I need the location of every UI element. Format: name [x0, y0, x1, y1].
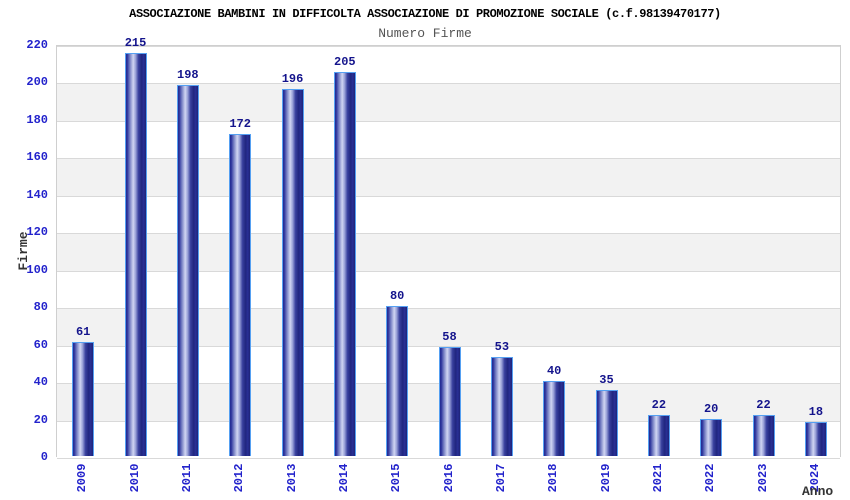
bar-2023	[752, 414, 775, 456]
gridline	[57, 458, 840, 459]
gridline	[57, 345, 840, 347]
x-tick-label: 2010	[127, 463, 142, 493]
x-axis-title: Anno	[802, 484, 834, 499]
bar-2016	[438, 347, 461, 456]
plot-area: 61 215 198 172 196 205 80 58 53 40 35 22 20 22 18	[56, 36, 841, 459]
bar-value-label: 22	[756, 397, 771, 412]
bar-value-label: 18	[808, 405, 824, 420]
y-tick-label: 140	[26, 187, 48, 202]
gridline	[57, 308, 840, 310]
bar-value-label: 40	[546, 364, 562, 379]
bar-2012	[229, 133, 252, 456]
gridline	[57, 270, 840, 272]
gridline	[57, 233, 840, 235]
plot-band	[57, 120, 840, 159]
bar-2017	[490, 356, 513, 456]
bar-value-label: 172	[229, 116, 251, 131]
bar-2014	[333, 72, 356, 456]
y-tick-label: 120	[26, 225, 48, 240]
y-tick-label: 80	[33, 300, 48, 315]
bar-value-label: 35	[599, 373, 614, 388]
gridline	[57, 120, 840, 122]
bar-value-label: 215	[124, 36, 147, 51]
plot-band	[57, 233, 840, 271]
bar-2010	[124, 53, 147, 456]
x-tick-label: 2021	[650, 463, 665, 493]
bar-value-label: 53	[494, 339, 510, 354]
bar-value-label: 22	[651, 397, 667, 412]
plot-band	[57, 158, 840, 196]
y-tick-label: 60	[33, 337, 48, 352]
x-tick-label: 2014	[336, 463, 351, 493]
x-tick-label: 2023	[755, 463, 770, 493]
gridline	[57, 83, 840, 85]
x-tick-label: 2012	[232, 463, 247, 493]
gridline	[57, 158, 840, 160]
x-tick-label: 2016	[441, 463, 456, 493]
bar-2009	[72, 341, 95, 456]
x-tick-label: 2022	[703, 463, 718, 493]
bar-2022	[700, 418, 723, 456]
bar-value-label: 20	[703, 401, 719, 416]
gridline	[57, 195, 840, 197]
y-tick-label: 180	[26, 112, 48, 127]
bar-2021	[647, 414, 670, 456]
bar-value-label: 80	[389, 289, 405, 304]
bar-2015	[386, 306, 409, 456]
bar-value-label: 205	[334, 55, 356, 70]
y-tick-label: 20	[33, 412, 48, 427]
bar-value-label: 58	[442, 330, 457, 345]
x-tick-label: 2009	[75, 463, 90, 493]
x-tick-label: 2019	[598, 463, 613, 493]
y-tick-label: 220	[26, 38, 48, 52]
bar-2011	[176, 85, 199, 456]
y-tick-label: 200	[26, 75, 48, 90]
bar-2019	[595, 390, 618, 456]
bar-2024	[804, 422, 827, 456]
y-axis-title: Firme	[16, 231, 31, 271]
plot-band	[57, 46, 840, 84]
y-tick-label: 100	[26, 262, 48, 277]
x-tick-label: 2011	[179, 463, 194, 493]
plot-band	[57, 195, 840, 234]
y-tick-label: 0	[40, 450, 48, 464]
bar-2018	[543, 381, 566, 456]
bar-value-label: 196	[281, 71, 304, 86]
gridline	[57, 46, 840, 47]
y-tick-label: 160	[26, 150, 48, 165]
x-tick-label: 2015	[389, 463, 404, 493]
bar-value-label: 198	[177, 68, 199, 83]
chart-title: ASSOCIAZIONE BAMBINI IN DIFFICOLTA ASSOC…	[129, 7, 721, 21]
x-tick-label: 2013	[284, 463, 299, 493]
bar-value-label: 61	[75, 324, 91, 339]
bar-2013	[281, 88, 304, 456]
plot-band	[57, 270, 840, 309]
chart-subtitle: Numero Firme	[378, 26, 472, 41]
plot-band	[57, 83, 840, 121]
x-tick-label: 2018	[546, 463, 561, 493]
y-tick-label: 40	[33, 375, 48, 390]
x-tick-label: 2017	[493, 463, 508, 493]
